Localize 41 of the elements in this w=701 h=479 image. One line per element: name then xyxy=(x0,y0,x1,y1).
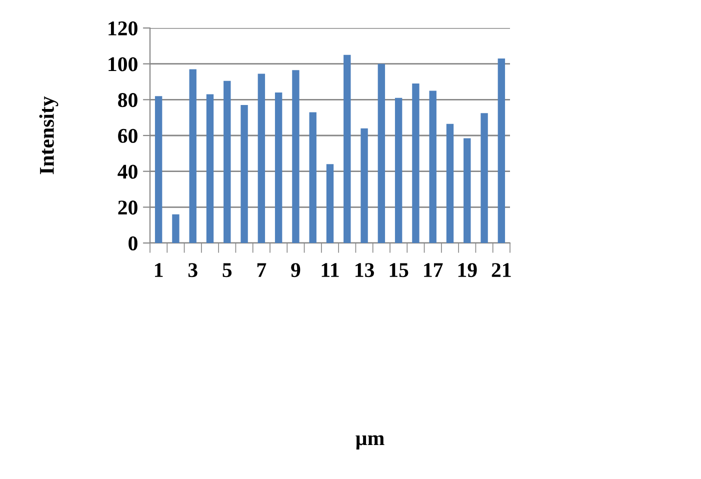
bar xyxy=(224,80,231,243)
y-tick-label: 40 xyxy=(118,164,138,179)
x-tick-label: 13 xyxy=(356,263,374,278)
bar xyxy=(172,214,180,243)
x-tick-label: 7 xyxy=(257,263,266,277)
x-tick-label: 15 xyxy=(390,263,408,278)
text: µm xyxy=(356,435,384,450)
bar xyxy=(412,84,420,243)
bar xyxy=(344,54,351,243)
x-tick-label: 9 xyxy=(291,263,300,278)
bar xyxy=(360,128,368,243)
x-tick-label: 1 xyxy=(155,263,163,277)
bar xyxy=(429,90,436,243)
bar xyxy=(240,105,248,243)
bar xyxy=(394,98,402,243)
bar xyxy=(378,64,386,243)
bar xyxy=(326,164,334,243)
bar xyxy=(498,58,506,243)
y-tick-label: 60 xyxy=(118,128,138,143)
y-tick-label: 20 xyxy=(118,200,138,215)
bar xyxy=(446,124,454,243)
bar xyxy=(154,96,162,243)
y-axis-title: Intensity xyxy=(39,96,58,174)
bar xyxy=(206,94,214,243)
x-tick-label: 11 xyxy=(322,263,339,277)
bar xyxy=(189,69,196,243)
x-tick-label: 21 xyxy=(492,263,511,277)
bar xyxy=(309,112,316,243)
bar xyxy=(274,92,282,243)
x-tick-label: 5 xyxy=(222,263,232,278)
x-tick-label: 17 xyxy=(424,263,443,277)
bar xyxy=(292,70,300,243)
y-tick-label: 120 xyxy=(108,21,138,36)
y-tick-label: 100 xyxy=(108,57,138,72)
bar xyxy=(258,74,266,243)
bar xyxy=(464,138,471,243)
y-tick-label: 0 xyxy=(128,236,138,250)
y-tick-label: 80 xyxy=(118,93,138,108)
x-tick-label: 19 xyxy=(458,263,477,278)
bar xyxy=(480,113,488,243)
x-tick-label: 3 xyxy=(188,263,198,278)
